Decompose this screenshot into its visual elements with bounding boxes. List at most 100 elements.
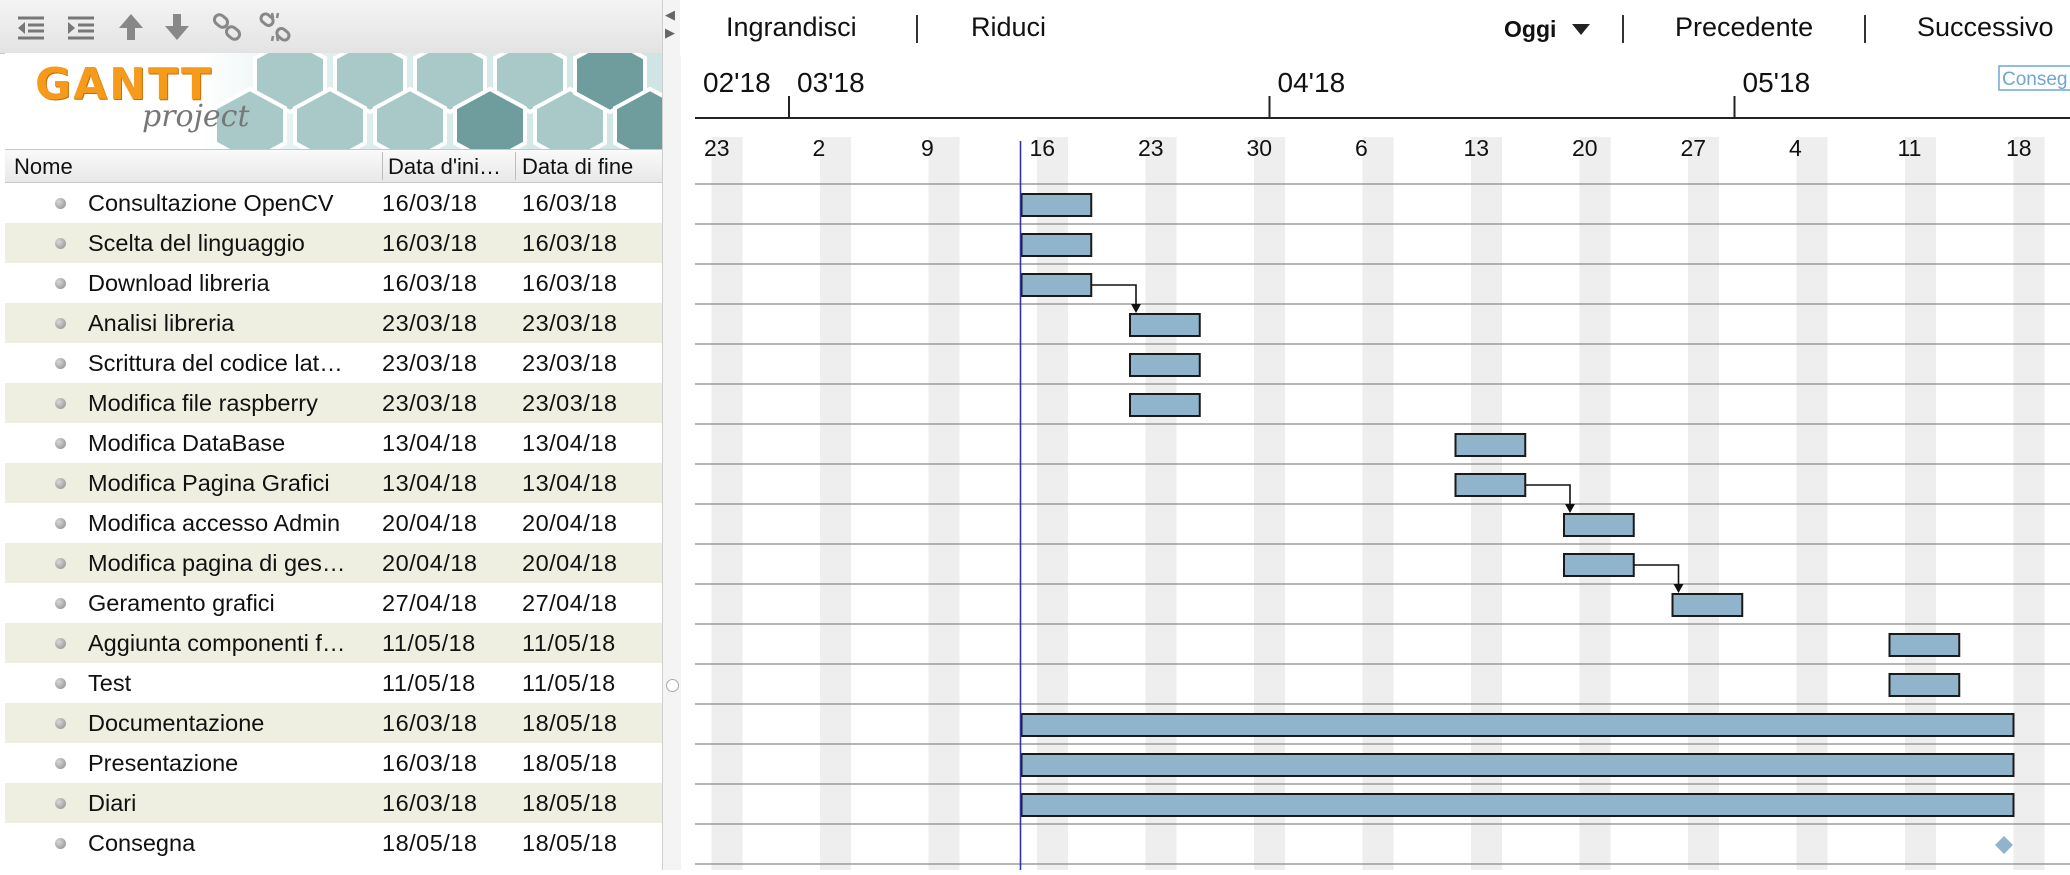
task-row[interactable]: Modifica DataBase 13/04/18 13/04/18	[5, 423, 662, 463]
task-start-date[interactable]: 23/03/18	[382, 350, 478, 376]
unlink-icon[interactable]	[258, 10, 292, 44]
task-row[interactable]: Consegna 18/05/18 18/05/18	[5, 823, 662, 863]
task-start-date[interactable]: 11/05/18	[382, 630, 476, 656]
task-end-date[interactable]: 11/05/18	[522, 630, 616, 656]
task-name[interactable]: Diari	[88, 790, 137, 816]
dependency-arrow[interactable]	[1525, 484, 1571, 505]
task-bar[interactable]	[1888, 633, 1961, 657]
task-bar[interactable]	[1563, 513, 1635, 537]
task-end-date[interactable]: 11/05/18	[522, 670, 616, 696]
today-button[interactable]: Oggi	[1504, 16, 1557, 42]
column-header-start[interactable]: Data d'ini…	[388, 154, 502, 179]
column-header-name[interactable]: Nome	[14, 154, 73, 179]
previous-button[interactable]: Precedente	[1675, 12, 1814, 42]
task-row[interactable]: Modifica Pagina Grafici 13/04/18 13/04/18	[5, 463, 662, 503]
task-name[interactable]: Modifica Pagina Grafici	[88, 470, 330, 496]
move-down-icon[interactable]	[160, 10, 194, 44]
task-start-date[interactable]: 13/04/18	[382, 430, 478, 456]
task-name[interactable]: Modifica pagina di ges…	[88, 550, 346, 576]
chevron-down-icon[interactable]	[1572, 24, 1590, 35]
zoom-out-button[interactable]: Riduci	[971, 12, 1047, 42]
task-start-date[interactable]: 16/03/18	[382, 230, 478, 256]
task-name[interactable]: Download libreria	[88, 270, 270, 296]
panel-splitter[interactable]: ◀ ▶	[662, 0, 681, 870]
task-start-date[interactable]: 16/03/18	[382, 190, 478, 216]
task-bar[interactable]	[1563, 553, 1635, 577]
gantt-chart[interactable]: 02'18 03'18 04'18 05'18 23 2 9 16 23 30 6 13 20 27 4 11…	[603, 56, 2070, 875]
task-bar[interactable]	[1129, 353, 1201, 377]
task-end-date[interactable]: 13/04/18	[522, 430, 618, 456]
task-row[interactable]: Scrittura del codice lat… 23/03/18 23/03/1…	[5, 343, 662, 383]
task-row[interactable]: Geramento grafici 27/04/18 27/04/18	[5, 583, 662, 623]
task-end-date[interactable]: 20/04/18	[522, 550, 618, 576]
task-start-date[interactable]: 16/03/18	[382, 710, 478, 736]
task-end-date[interactable]: 27/04/18	[522, 590, 618, 616]
task-name[interactable]: Geramento grafici	[88, 590, 275, 616]
task-name[interactable]: Documentazione	[88, 710, 265, 736]
task-row[interactable]: Modifica accesso Admin 20/04/18 20/04/18	[5, 503, 662, 543]
task-bar[interactable]	[1454, 473, 1527, 497]
task-start-date[interactable]: 27/04/18	[382, 590, 478, 616]
task-start-date[interactable]: 16/03/18	[382, 270, 478, 296]
task-end-date[interactable]: 16/03/18	[522, 190, 618, 216]
task-start-date[interactable]: 16/03/18	[382, 750, 478, 776]
task-row[interactable]: Aggiunta componenti f… 11/05/18 11/05/18	[5, 623, 662, 663]
task-bar[interactable]	[1020, 233, 1093, 257]
task-end-date[interactable]: 18/05/18	[522, 750, 618, 776]
task-row[interactable]: Scelta del linguaggio 16/03/18 16/03/18	[5, 223, 662, 263]
gantt-chart-canvas[interactable]: 02'18 03'18 04'18 05'18 23 2 9 16 23 30 6 13 20 27 4 11…	[603, 56, 2070, 870]
task-end-date[interactable]: 18/05/18	[522, 830, 618, 856]
task-end-date[interactable]: 23/03/18	[522, 310, 618, 336]
task-name[interactable]: Modifica DataBase	[88, 430, 286, 456]
task-end-date[interactable]: 13/04/18	[522, 470, 618, 496]
task-bar[interactable]	[1129, 393, 1201, 417]
dependency-arrow[interactable]	[1091, 284, 1137, 305]
task-bar[interactable]	[1020, 713, 2015, 737]
move-up-icon[interactable]	[114, 10, 148, 44]
task-row[interactable]: Presentazione 16/03/18 18/05/18	[5, 743, 662, 783]
task-name[interactable]: Scelta del linguaggio	[88, 230, 305, 256]
task-start-date[interactable]: 20/04/18	[382, 510, 478, 536]
task-row[interactable]: Modifica file raspberry 23/03/18 23/03/18	[5, 383, 662, 423]
task-start-date[interactable]: 18/05/18	[382, 830, 478, 856]
task-bar[interactable]	[1888, 673, 1961, 697]
task-start-date[interactable]: 13/04/18	[382, 470, 478, 496]
task-row[interactable]: Modifica pagina di ges… 20/04/18 20/04/18	[5, 543, 662, 583]
dependency-arrow[interactable]	[1633, 564, 1680, 585]
task-end-date[interactable]: 16/03/18	[522, 270, 618, 296]
task-start-date[interactable]: 23/03/18	[382, 390, 478, 416]
task-end-date[interactable]: 23/03/18	[522, 390, 618, 416]
task-name[interactable]: Analisi libreria	[88, 310, 235, 336]
task-bar[interactable]	[1671, 593, 1744, 617]
zoom-in-button[interactable]: Ingrandisci	[726, 12, 857, 42]
milestone-diamond[interactable]	[1995, 836, 2013, 854]
task-bar[interactable]	[1020, 753, 2015, 777]
column-divider[interactable]	[515, 152, 516, 180]
task-name[interactable]: Presentazione	[88, 750, 239, 776]
link-icon[interactable]	[210, 10, 244, 44]
task-name[interactable]: Modifica accesso Admin	[88, 510, 341, 536]
task-row[interactable]: Consultazione OpenCV 16/03/18 16/03/18	[5, 183, 662, 223]
task-name[interactable]: Consultazione OpenCV	[88, 190, 334, 216]
task-row[interactable]: Documentazione 16/03/18 18/05/18	[5, 703, 662, 743]
task-bar[interactable]	[1454, 433, 1527, 457]
task-row[interactable]: Test 11/05/18 11/05/18	[5, 663, 662, 703]
task-end-date[interactable]: 18/05/18	[522, 710, 618, 736]
task-end-date[interactable]: 23/03/18	[522, 350, 618, 376]
task-end-date[interactable]: 18/05/18	[522, 790, 618, 816]
task-start-date[interactable]: 16/03/18	[382, 790, 478, 816]
task-bar[interactable]	[1020, 793, 2015, 817]
task-row[interactable]: Download libreria 16/03/18 16/03/18	[5, 263, 662, 303]
task-bar[interactable]	[1020, 273, 1093, 297]
indent-icon[interactable]	[64, 10, 98, 44]
task-name[interactable]: Test	[88, 670, 132, 696]
task-row[interactable]: Diari 16/03/18 18/05/18	[5, 783, 662, 823]
collapse-arrows-icon[interactable]: ◀ ▶	[665, 7, 675, 40]
task-start-date[interactable]: 23/03/18	[382, 310, 478, 336]
task-start-date[interactable]: 11/05/18	[382, 670, 476, 696]
task-end-date[interactable]: 16/03/18	[522, 230, 618, 256]
task-name[interactable]: Consegna	[88, 830, 196, 856]
column-header-end[interactable]: Data di fine	[522, 154, 634, 179]
task-name[interactable]: Modifica file raspberry	[88, 390, 318, 416]
splitter-handle-icon[interactable]	[666, 679, 679, 692]
